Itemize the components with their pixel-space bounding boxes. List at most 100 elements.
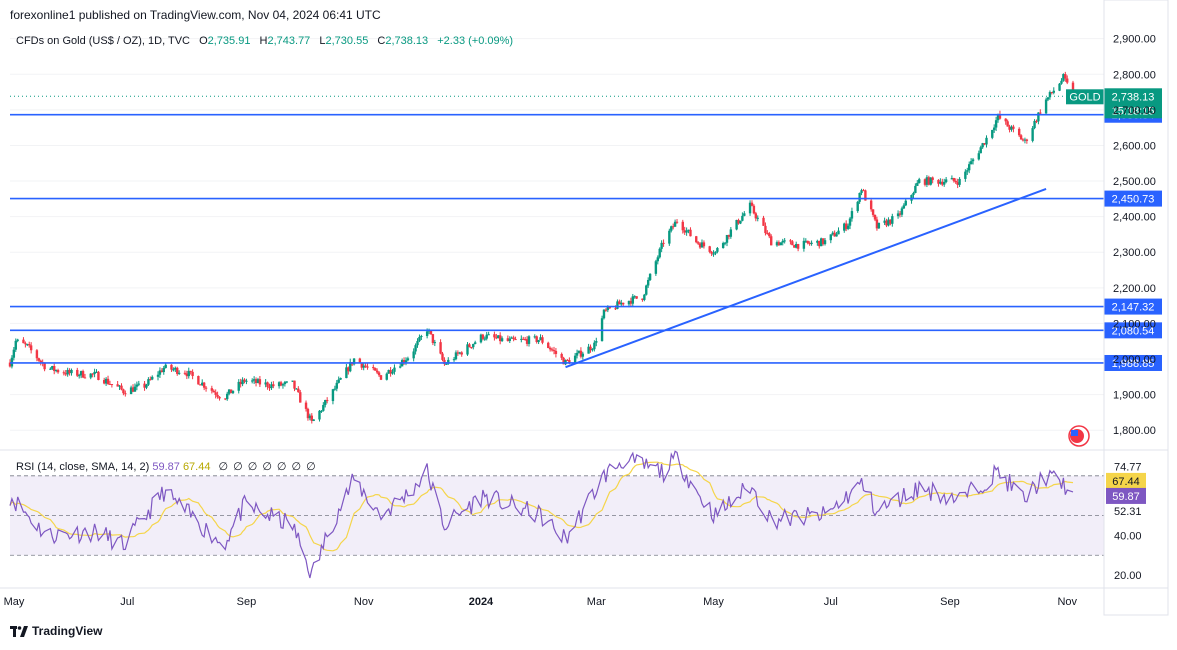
candle-body bbox=[1039, 112, 1042, 114]
horizontal-levels[interactable]: 2,686.342,450.732,147.322,080.541,988.85… bbox=[10, 88, 1162, 371]
candle-body bbox=[971, 159, 975, 162]
candle-body bbox=[70, 369, 73, 374]
candle-body bbox=[349, 362, 352, 372]
candle-body bbox=[308, 415, 312, 419]
na-value: ∅ bbox=[262, 461, 272, 473]
candle-body bbox=[608, 306, 611, 309]
candle-body bbox=[1012, 126, 1015, 129]
candle-body bbox=[83, 377, 87, 379]
last-price-badge bbox=[1104, 88, 1162, 119]
candle-body bbox=[306, 408, 310, 419]
level-label: 1,988.85 bbox=[1112, 358, 1155, 370]
trendline[interactable] bbox=[565, 187, 1047, 369]
time-tick-label: May bbox=[703, 596, 724, 608]
candle-body bbox=[418, 336, 421, 342]
candle-body bbox=[416, 341, 419, 346]
candle-body bbox=[425, 331, 429, 337]
time-tick-label: Jul bbox=[824, 596, 838, 608]
candle-body bbox=[299, 392, 302, 403]
candle-body bbox=[739, 220, 742, 224]
candle-body bbox=[339, 378, 342, 380]
candle-body bbox=[439, 342, 442, 354]
candle-body bbox=[560, 353, 563, 358]
candle-body bbox=[564, 359, 567, 365]
close-label: C bbox=[377, 35, 386, 47]
candle-body bbox=[498, 335, 502, 342]
price-tick-label: 2,800.00 bbox=[1113, 69, 1156, 81]
candle-body bbox=[621, 302, 625, 305]
candle-body bbox=[156, 374, 160, 377]
candle-body bbox=[850, 211, 854, 219]
level-label: 2,147.32 bbox=[1112, 302, 1155, 314]
candle-body bbox=[143, 383, 146, 388]
rsi-line bbox=[9, 450, 1074, 579]
price-tick-label: 2,300.00 bbox=[1113, 247, 1156, 259]
candle-body bbox=[16, 339, 19, 341]
candle-body bbox=[452, 359, 456, 361]
candle-body bbox=[266, 382, 269, 387]
candle-body bbox=[864, 190, 867, 201]
candle-body bbox=[568, 360, 571, 364]
grid bbox=[10, 38, 1104, 431]
time-tick-label: Mar bbox=[587, 596, 606, 608]
candle-body bbox=[375, 370, 379, 373]
candle-body bbox=[81, 371, 85, 378]
candle-body bbox=[848, 218, 852, 226]
candle-body bbox=[554, 350, 558, 354]
candle-body bbox=[656, 257, 659, 262]
rsi-ma-badge bbox=[1106, 472, 1146, 489]
candle-body bbox=[93, 371, 96, 375]
candle-body bbox=[337, 379, 340, 383]
candle-body bbox=[429, 330, 433, 335]
candle-body bbox=[202, 382, 206, 388]
candle-body bbox=[520, 338, 523, 340]
candle-body bbox=[352, 358, 356, 365]
candle-body bbox=[858, 192, 861, 202]
candle-body bbox=[108, 383, 112, 385]
candle-body bbox=[668, 230, 671, 244]
tradingview-footer[interactable]: TradingView bbox=[10, 624, 102, 638]
candle-body bbox=[227, 389, 231, 394]
candle-body bbox=[160, 370, 164, 373]
us-flag-icon bbox=[1068, 425, 1090, 447]
candle-body bbox=[791, 241, 794, 246]
candle-body bbox=[591, 349, 594, 351]
candle-body bbox=[385, 373, 388, 380]
candle-body bbox=[912, 192, 915, 195]
candle-body bbox=[883, 220, 886, 223]
candle-body bbox=[977, 153, 981, 160]
candle-body bbox=[506, 338, 510, 341]
candle-body bbox=[689, 229, 692, 237]
candle-body bbox=[670, 226, 673, 231]
candle-body bbox=[979, 147, 982, 154]
candle-body bbox=[1023, 139, 1027, 141]
candle-body bbox=[26, 344, 29, 346]
candle-body bbox=[39, 360, 42, 363]
candle-body bbox=[199, 384, 202, 386]
candle-body bbox=[593, 342, 596, 350]
candle-body bbox=[460, 352, 463, 355]
open-label: O bbox=[199, 35, 208, 47]
candle-body bbox=[918, 179, 921, 183]
candle-body bbox=[1058, 83, 1061, 91]
candle-body bbox=[862, 190, 865, 192]
candle-body bbox=[727, 235, 731, 237]
candle-body bbox=[366, 366, 369, 368]
candle-body bbox=[472, 343, 475, 348]
candle-body bbox=[468, 344, 471, 348]
candle-body bbox=[360, 362, 363, 368]
candles bbox=[8, 71, 1075, 424]
rsi-badge bbox=[1106, 487, 1146, 504]
candle-body bbox=[53, 366, 56, 371]
candle-body bbox=[660, 242, 663, 249]
candle-body bbox=[654, 261, 658, 274]
candle-body bbox=[443, 359, 446, 365]
candle-body bbox=[374, 368, 377, 371]
candle-body bbox=[22, 339, 25, 344]
candle-body bbox=[1060, 80, 1063, 84]
time-tick-label: 2024 bbox=[469, 596, 494, 608]
candle-body bbox=[631, 296, 635, 304]
candle-body bbox=[406, 358, 410, 361]
candle-body bbox=[433, 342, 437, 344]
